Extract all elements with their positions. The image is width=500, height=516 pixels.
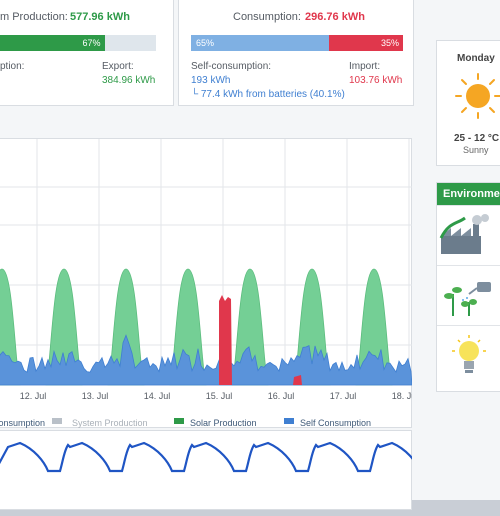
self-consumption-bar-fill: 65% [191, 35, 329, 51]
x-tick-label: 16. Jul [268, 391, 295, 401]
legend-swatch-system [52, 418, 62, 424]
production-title-value: 577.96 kWh [70, 11, 130, 23]
factory-icon [439, 214, 489, 254]
production-title-label: m Production: [0, 11, 68, 23]
environment-panel: Environme [436, 182, 500, 392]
x-tick-label: 15. Jul [206, 391, 233, 401]
chart-x-axis: 12. Jul 13. Jul 14. Jul 15. Jul 16. Jul 17. J… [20, 391, 412, 401]
x-tick-label: 14. Jul [144, 391, 171, 401]
solar-area-6 [355, 268, 393, 386]
production-bar: 67% [0, 35, 156, 51]
x-tick-label: 18. Jul [392, 391, 412, 401]
lightbulb-icon [452, 335, 486, 373]
legend-swatch-self [284, 418, 294, 424]
self-consumption-label: Self-consumption: [191, 61, 272, 72]
watering-plants-icon [444, 282, 491, 316]
batteries-note: └ 77.4 kWh from batteries (40.1%) [191, 89, 345, 100]
environment-title: Environme [437, 183, 500, 205]
legend-consumption[interactable]: Consumption [0, 418, 45, 428]
import-percent: 35% [380, 38, 399, 48]
energy-chart: 12. Jul 13. Jul 14. Jul 15. Jul 16. Jul 17. J… [0, 139, 412, 428]
export-label: Export: [102, 61, 134, 72]
x-tick-label: 13. Jul [82, 391, 109, 401]
battery-line-panel [0, 430, 441, 510]
consumption-small [293, 375, 302, 385]
consumption-bar: 65% 35% [191, 35, 403, 51]
env-row-lightbulb [437, 325, 500, 386]
export-value: 384.96 kWh [102, 75, 156, 86]
battery-line-chart [0, 441, 441, 473]
consumption-panel: Consumption: 296.76 kWh 65% 35% Self-con… [178, 0, 414, 106]
weather-day: Monday [457, 53, 495, 64]
legend-self-consumption[interactable]: Self Consumption [300, 418, 371, 428]
weather-temps: 25 - 12 °C [454, 133, 500, 144]
sun-icon [455, 73, 500, 119]
x-tick-label: 17. Jul [330, 391, 357, 401]
battery-line [0, 441, 441, 473]
x-tick-label: 12. Jul [20, 391, 47, 401]
energy-chart-panel: 12. Jul 13. Jul 14. Jul 15. Jul 16. Jul 17. J… [0, 138, 412, 428]
consumption-spike [219, 295, 232, 385]
import-label: Import: [349, 61, 381, 72]
self-percent: 65% [196, 38, 215, 48]
production-panel: m Production: 577.96 kWh 67% ption: Expo… [0, 0, 174, 106]
production-left-label: ption: [0, 61, 25, 72]
consumption-title-label: Consumption: [233, 11, 301, 23]
production-percent: 67% [82, 38, 101, 48]
legend-swatch-solar [174, 418, 184, 424]
chart-areas [0, 268, 412, 386]
self-consumption-value: 193 kWh [191, 75, 231, 86]
production-bar-fill: 67% [0, 35, 105, 51]
env-row-factory [437, 205, 500, 266]
weather-panel: Monday 25 - 12 °C Sunny [436, 40, 500, 166]
chart-legend: Consumption System Production Solar Prod… [0, 418, 371, 428]
solar-area-4 [231, 268, 269, 386]
env-row-plants [437, 265, 500, 326]
self-consumption-area [0, 334, 412, 386]
weather-condition: Sunny [463, 145, 489, 155]
solar-area-2 [107, 268, 145, 386]
consumption-title-value: 296.76 kWh [305, 11, 365, 23]
legend-solar-production[interactable]: Solar Production [190, 418, 257, 428]
legend-system-production[interactable]: System Production [72, 418, 148, 428]
import-value: 103.76 kWh [349, 75, 403, 86]
